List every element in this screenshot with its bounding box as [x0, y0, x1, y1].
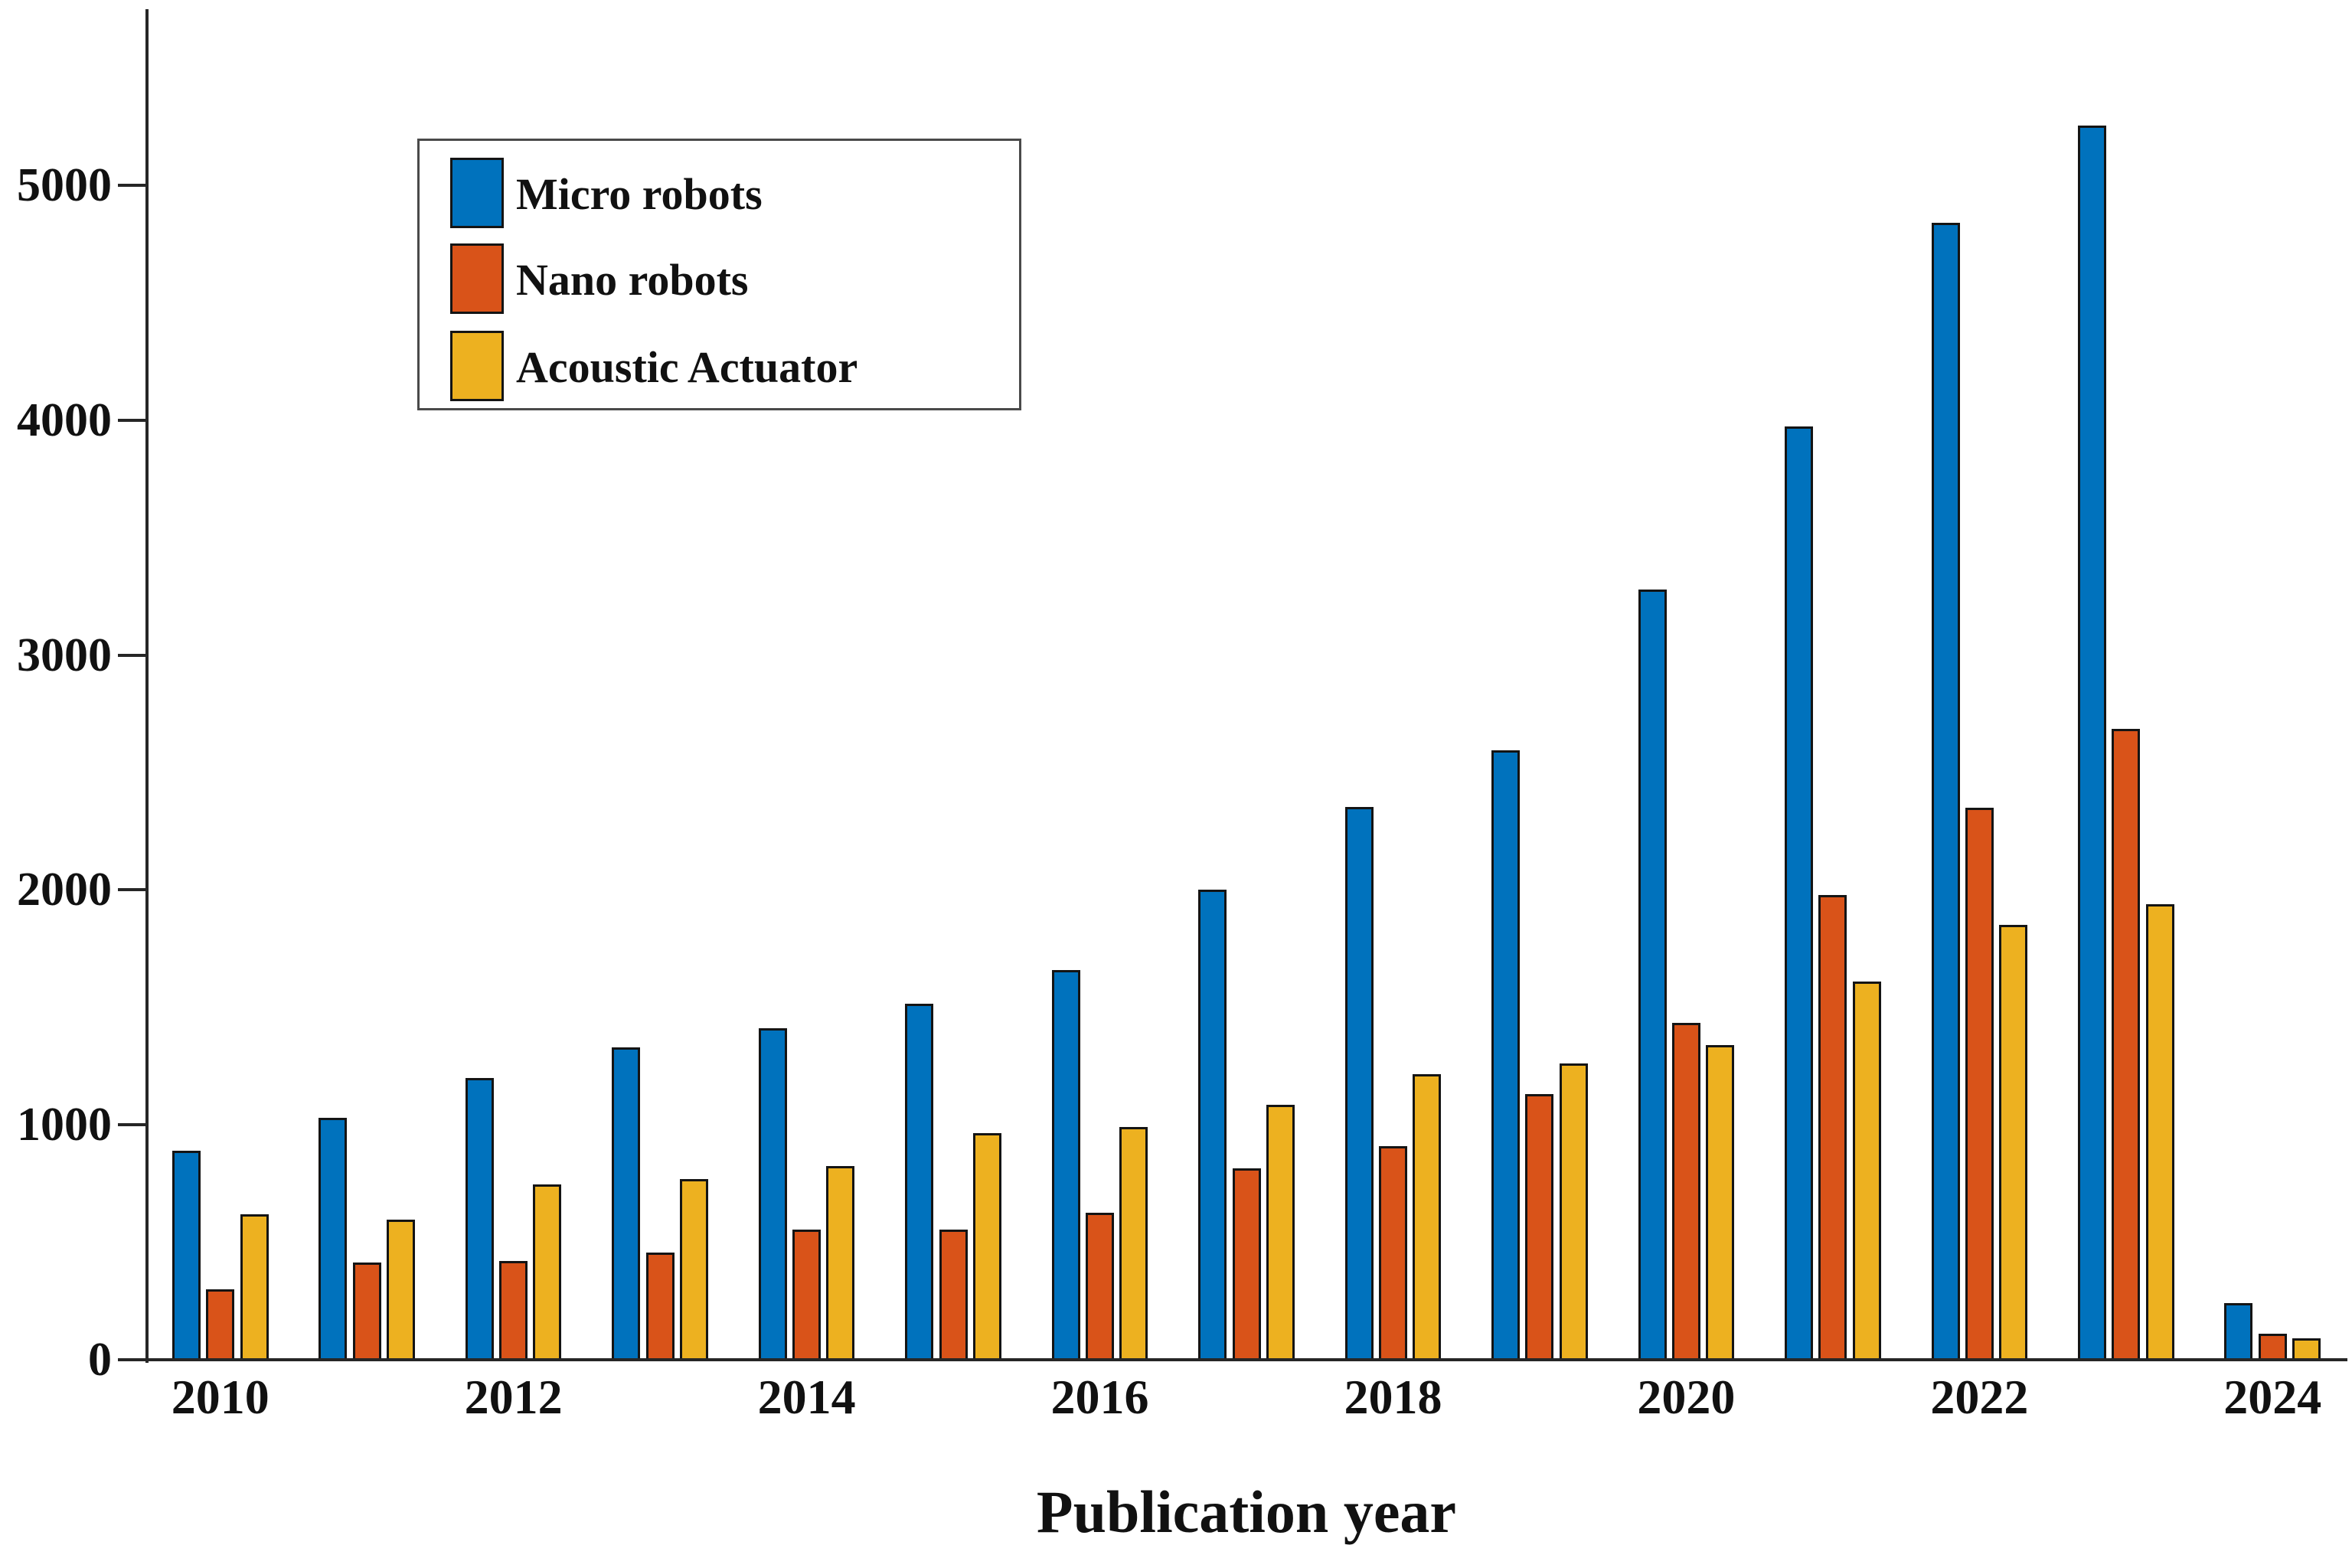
bar-nano-robots-2012 [499, 1261, 528, 1360]
bar-acoustic-actuator-2018 [1413, 1074, 1442, 1360]
y-tick-label: 2000 [17, 864, 112, 916]
bar-nano-robots-2015 [939, 1229, 968, 1360]
plot-area: 0 1000 2000 3000 4000 5000 Micro robots Nano … [17, 9, 2347, 1386]
x-axis-title: Publication year [1036, 1478, 1457, 1545]
legend-item-micro-robots: Micro robots [420, 158, 1019, 228]
legend-label-acoustic-actuator: Acoustic Actuator [516, 342, 858, 392]
bar-micro-robots-2014 [758, 1028, 787, 1360]
bar-micro-robots-2022 [1931, 223, 1960, 1360]
legend-label-micro-robots: Micro robots [516, 169, 763, 219]
legend-swatch-nano-robots [450, 243, 504, 314]
bar-nano-robots-2020 [1671, 1022, 1700, 1360]
bar-micro-robots-2019 [1491, 750, 1521, 1360]
legend-swatch-micro-robots [450, 158, 504, 228]
bar-acoustic-actuator-2013 [679, 1178, 708, 1360]
bar-acoustic-actuator-2021 [1852, 982, 1881, 1360]
bar-nano-robots-2011 [352, 1262, 381, 1360]
bar-micro-robots-2023 [2078, 125, 2106, 1360]
x-tick-label-2010: 2010 [171, 1370, 270, 1424]
bar-micro-robots-2024 [2224, 1303, 2253, 1360]
y-tick-label: 5000 [17, 159, 112, 212]
y-tick-mark [118, 888, 145, 892]
x-tick-label-2020: 2020 [1637, 1370, 1736, 1424]
legend-box: Micro robots Nano robots Acoustic Actuat… [417, 139, 1021, 410]
bar-micro-robots-2016 [1051, 969, 1080, 1360]
bar-acoustic-actuator-2017 [1266, 1105, 1295, 1360]
bar-micro-robots-2010 [172, 1150, 201, 1360]
legend-item-nano-robots: Nano robots [420, 243, 1019, 314]
bar-micro-robots-2012 [465, 1077, 494, 1360]
bar-acoustic-actuator-2019 [1559, 1063, 1588, 1360]
bar-nano-robots-2018 [1378, 1145, 1407, 1360]
bar-nano-robots-2023 [2112, 729, 2141, 1360]
bar-micro-robots-2017 [1198, 890, 1227, 1360]
bar-nano-robots-2024 [2258, 1334, 2287, 1360]
bar-acoustic-actuator-2015 [972, 1132, 1001, 1360]
x-tick-label-2024: 2024 [2223, 1370, 2322, 1424]
x-tick-label-2012: 2012 [464, 1370, 563, 1424]
bar-acoustic-actuator-2024 [2292, 1338, 2321, 1360]
legend-item-acoustic-actuator: Acoustic Actuator [420, 331, 1019, 401]
y-tick-label: 0 [88, 1334, 112, 1386]
x-tick-label-2022: 2022 [1930, 1370, 2029, 1424]
x-tick-label-2018: 2018 [1344, 1370, 1442, 1424]
bar-nano-robots-2014 [792, 1229, 822, 1360]
bar-micro-robots-2015 [905, 1004, 934, 1360]
bar-acoustic-actuator-2011 [387, 1220, 415, 1360]
bar-acoustic-actuator-2023 [2145, 903, 2174, 1360]
y-tick-label: 1000 [17, 1099, 112, 1152]
bar-acoustic-actuator-2020 [1706, 1044, 1735, 1360]
x-tick-label-2016: 2016 [1050, 1370, 1149, 1424]
y-tick-mark [118, 184, 145, 188]
legend-label-nano-robots: Nano robots [516, 255, 749, 305]
y-tick-mark [118, 1123, 145, 1127]
bar-nano-robots-2016 [1086, 1213, 1115, 1360]
y-axis-line [145, 9, 149, 1363]
bar-micro-robots-2020 [1638, 589, 1667, 1360]
bar-acoustic-actuator-2016 [1119, 1127, 1148, 1360]
bar-acoustic-actuator-2022 [1999, 925, 2028, 1360]
bar-acoustic-actuator-2012 [533, 1184, 562, 1360]
y-tick-mark [118, 1358, 145, 1361]
bar-micro-robots-2021 [1785, 426, 1814, 1360]
bar-micro-robots-2018 [1344, 806, 1374, 1360]
bar-nano-robots-2022 [1965, 808, 1994, 1360]
y-tick-mark [118, 653, 145, 657]
bar-nano-robots-2010 [206, 1289, 235, 1360]
y-tick-mark [118, 418, 145, 422]
bar-nano-robots-2019 [1525, 1094, 1554, 1360]
bar-nano-robots-2021 [1818, 894, 1847, 1360]
bar-acoustic-actuator-2014 [826, 1165, 855, 1360]
bar-acoustic-actuator-2010 [240, 1214, 269, 1360]
bar-micro-robots-2011 [318, 1118, 348, 1360]
bar-nano-robots-2017 [1232, 1168, 1261, 1360]
x-tick-label-2014: 2014 [757, 1370, 856, 1424]
bar-micro-robots-2013 [612, 1047, 641, 1360]
y-tick-label: 4000 [17, 394, 112, 446]
y-tick-label: 3000 [17, 629, 112, 681]
bar-nano-robots-2013 [645, 1253, 675, 1360]
x-axis-line [145, 1358, 2347, 1361]
legend-swatch-acoustic-actuator [450, 331, 504, 401]
